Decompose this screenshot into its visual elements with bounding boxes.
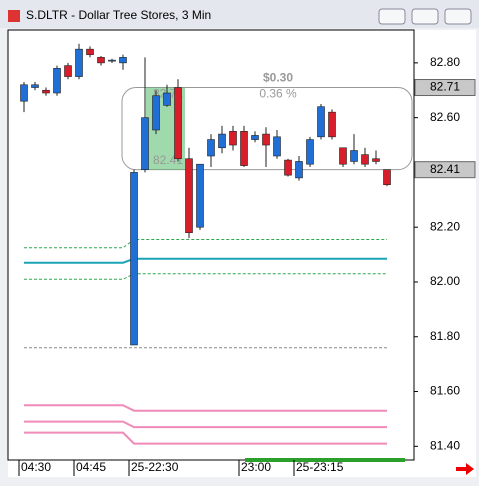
candle-body [174,87,182,160]
candle-body [130,172,138,346]
measure-box [121,87,413,171]
maximize-button[interactable] [411,8,439,25]
candle-body [251,135,259,140]
candle-body [31,84,39,88]
candle-body [196,163,204,228]
candle-body [218,133,226,149]
overlay-line [24,431,387,445]
candle-body [372,158,380,162]
candle-body [295,161,303,179]
overlay-line [24,273,387,280]
chart-title: S.DLTR - Dollar Tree Stores, 3 Min [26,8,211,22]
candle-body [328,111,336,138]
overlay-line [24,257,387,264]
y-tick-label: 81.80 [430,329,460,343]
scroll-arrow[interactable] [456,463,474,475]
close-button[interactable] [444,8,472,25]
y-tick-label: 82.20 [430,219,460,233]
candle-body [97,57,105,64]
candle-body [163,92,171,106]
measure-change: $0.30 [263,71,293,85]
price-marker [414,79,476,97]
x-tick-label: 25-23:15 [296,460,344,474]
measure-percent: 0.36 % [259,87,297,101]
session-bar [245,458,405,462]
candle-body [229,131,237,146]
y-tick-label: 81.60 [430,384,460,398]
price-marker-label: 82.41 [430,162,460,176]
candle-body [152,95,160,131]
candle-body [141,117,149,170]
candle-body [240,131,248,166]
candle-body [75,48,83,77]
candle-body [108,59,116,62]
candle-body [273,136,281,157]
overlay-line [24,420,387,429]
y-tick-label: 81.40 [430,438,460,452]
candle-body [284,159,292,176]
candle-body [350,150,358,162]
candle-body [207,139,215,157]
candle-body [86,48,94,55]
candle-body [383,169,391,186]
candle-body [185,158,193,233]
x-tick-label: 04:45 [76,460,106,474]
candle-body [20,84,28,102]
candle-body [262,133,270,146]
price-marker-label: 82.71 [430,80,460,94]
x-tick-label: 04:30 [21,460,51,474]
candle-body [339,147,347,165]
candle-body [361,154,369,165]
candle-body [306,139,314,165]
y-tick-label: 82.00 [430,274,460,288]
plot-area [7,29,415,461]
x-tick-label: 23:00 [241,460,271,474]
price-marker [414,161,476,179]
app-icon [8,10,20,22]
y-tick-label: 82.80 [430,55,460,69]
y-tick-label: 82.60 [430,110,460,124]
overlay-line [24,239,387,249]
candle-body [42,89,50,94]
candle-body [64,65,72,77]
candle-body [317,106,325,138]
minimize-button[interactable] [378,8,406,25]
candle-body [53,68,61,94]
x-tick-label: 25-22:30 [131,460,179,474]
candle-body [119,57,127,64]
overlay-line [24,404,387,412]
